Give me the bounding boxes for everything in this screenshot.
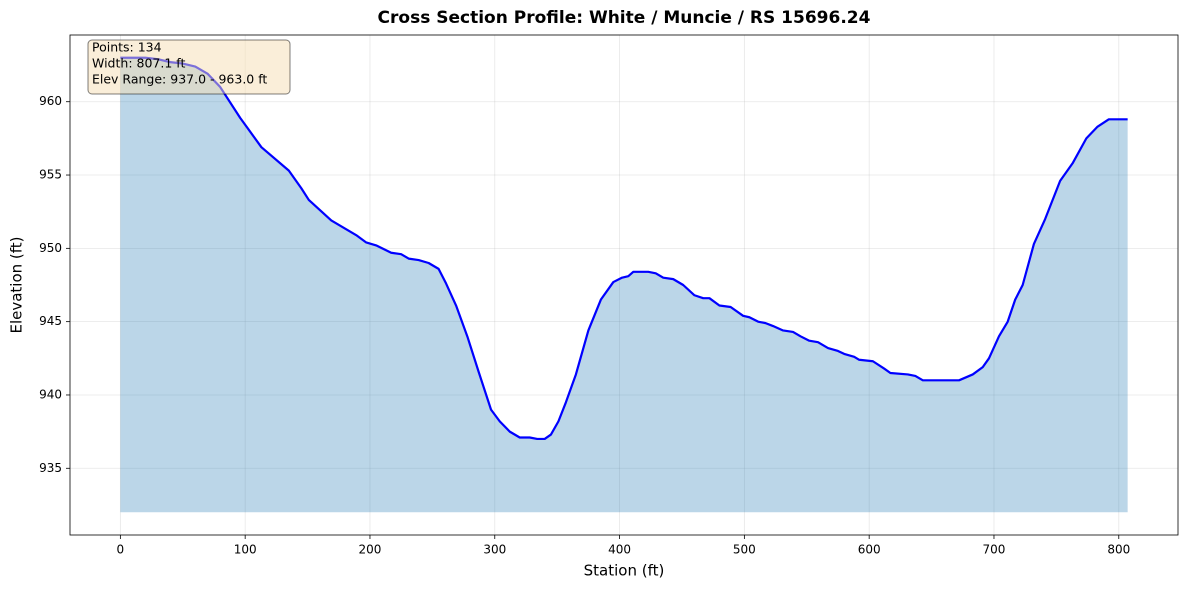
annotation-text: Width: 807.1 ft: [92, 56, 185, 71]
x-tick-label: 300: [483, 543, 506, 557]
annotation-background: [87, 39, 291, 95]
profile-line: [120, 56, 1128, 441]
annotation-text: Elev Range: 937.0 - 963.0 ft: [92, 72, 267, 87]
x-tick-label: 600: [858, 543, 881, 557]
y-tick-label: 955: [39, 168, 62, 182]
y-tick-label: 960: [39, 94, 62, 108]
x-tick-label: 500: [733, 543, 756, 557]
y-tick-label: 940: [39, 387, 62, 401]
chart-title: Cross Section Profile: White / Muncie / …: [378, 8, 871, 28]
x-tick-label: 700: [983, 543, 1006, 557]
plot-frame: [69, 34, 1179, 536]
annotation-text: Points: 134: [92, 40, 162, 55]
y-tick-label: 945: [39, 314, 62, 328]
x-tick-label: 0: [117, 543, 125, 557]
x-tick-label: 400: [608, 543, 631, 557]
x-tick-label: 800: [1107, 543, 1130, 557]
y-tick-label: 935: [39, 461, 62, 475]
area-fill: [120, 57, 1128, 513]
x-axis-label: Station (ft): [584, 562, 665, 580]
x-tick-label: 100: [234, 543, 257, 557]
y-axis-label: Elevation (ft): [8, 236, 26, 333]
x-tick-label: 200: [359, 543, 382, 557]
y-tick-label: 950: [39, 241, 62, 255]
